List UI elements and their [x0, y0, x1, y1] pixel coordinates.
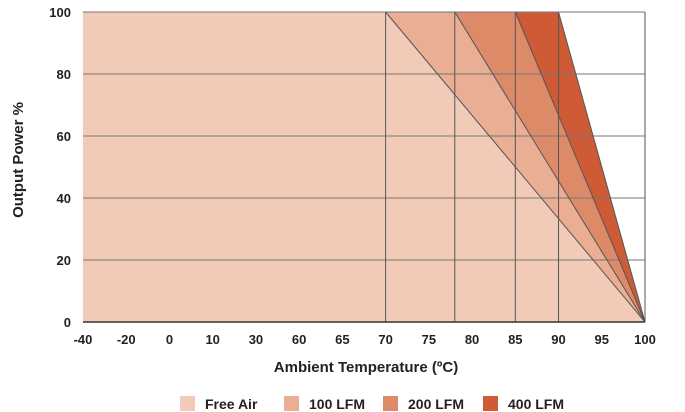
derating-line	[454, 11, 646, 323]
legend-item: 100 LFM	[284, 396, 365, 412]
legend-swatch	[180, 396, 195, 411]
x-tick-label: 90	[551, 332, 565, 347]
area-free-air	[83, 12, 645, 322]
y-tick-label: 100	[49, 5, 71, 20]
x-tick-label: -20	[117, 332, 136, 347]
x-tick-label: 60	[292, 332, 306, 347]
x-tick-label: 80	[465, 332, 479, 347]
x-tick-label: 100	[634, 332, 656, 347]
legend-label: Free Air	[205, 396, 258, 412]
legend-swatch	[483, 396, 498, 411]
y-tick-label: 0	[64, 315, 71, 330]
legend-item: 400 LFM	[483, 396, 564, 412]
x-tick-label: 75	[422, 332, 436, 347]
y-axis-ticks: 0 20 40 60 80 100	[49, 5, 71, 330]
x-tick-label: 10	[205, 332, 219, 347]
legend-swatch	[284, 396, 299, 411]
x-tick-label: 95	[595, 332, 609, 347]
x-tick-label: -40	[74, 332, 93, 347]
y-tick-label: 80	[57, 67, 71, 82]
legend-swatch	[383, 396, 398, 411]
y-axis-label: Output Power %	[10, 102, 27, 218]
x-axis-ticks: -40 -20 0 10 30 60 65 70 75 80 85 90 95 100	[74, 332, 656, 347]
x-tick-label: 65	[335, 332, 349, 347]
legend-label: 200 LFM	[408, 396, 464, 412]
x-tick-label: 30	[249, 332, 263, 347]
legend: Free Air 100 LFM 200 LFM 400 LFM	[180, 396, 564, 412]
legend-item: Free Air	[180, 396, 258, 412]
derating-line	[514, 11, 646, 323]
x-tick-label: 85	[508, 332, 522, 347]
derating-line	[558, 11, 646, 323]
y-tick-label: 60	[57, 129, 71, 144]
legend-label: 400 LFM	[508, 396, 564, 412]
legend-label: 100 LFM	[309, 396, 365, 412]
plot-area	[83, 11, 646, 323]
y-tick-label: 40	[57, 191, 71, 206]
y-tick-label: 20	[57, 253, 71, 268]
x-tick-label: 0	[166, 332, 173, 347]
legend-item: 200 LFM	[383, 396, 464, 412]
x-tick-label: 70	[378, 332, 392, 347]
x-axis-label: Ambient Temperature (ºC)	[274, 359, 458, 376]
